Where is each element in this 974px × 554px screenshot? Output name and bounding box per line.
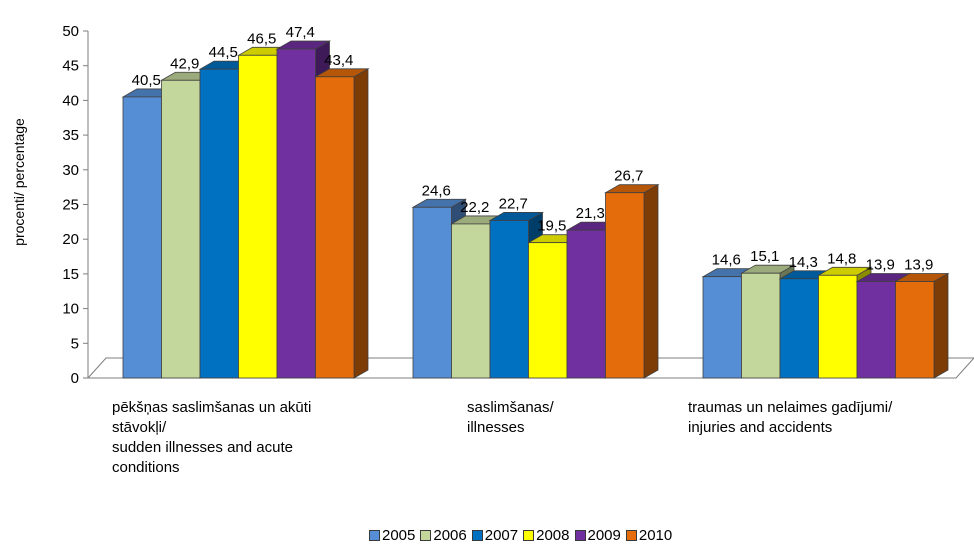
data-label: 19,5 — [537, 218, 566, 235]
y-tick-label: 50 — [62, 23, 79, 40]
data-label: 26,7 — [614, 168, 643, 185]
y-tick-label: 25 — [62, 197, 79, 214]
y-tick-label: 30 — [62, 162, 79, 179]
bar — [818, 274, 858, 379]
legend-item-2010: 2010 — [625, 527, 673, 544]
data-label: 43,4 — [324, 52, 353, 69]
bar — [702, 276, 742, 379]
category-label-injuries: traumas un nelaimes gadījumi/ injuries a… — [688, 399, 893, 436]
legend-swatch — [369, 530, 380, 541]
y-tick-label: 40 — [62, 92, 79, 109]
data-label: 14,8 — [827, 250, 856, 267]
y-axis-label: procenti/ percentage — [11, 118, 27, 246]
bar — [779, 278, 819, 379]
bar-chart: 0 5 10 15 20 25 30 35 40 45 50 40,5 42,9 44,5 46,5 47,… — [11, 23, 974, 387]
bar-side — [933, 272, 949, 379]
legend-swatch — [574, 530, 586, 541]
data-label: 13,9 — [866, 257, 895, 274]
category-label-sudden: pēkšņas saslimšanas un akūti stāvokļi/ s… — [112, 399, 312, 476]
legend-label: 2008 — [536, 527, 570, 544]
data-label: 42,9 — [170, 55, 199, 72]
legend-label: 2010 — [638, 527, 673, 544]
data-label: 14,3 — [789, 254, 818, 271]
data-label: 22,2 — [460, 199, 489, 216]
y-tick-label: 45 — [62, 58, 79, 75]
legend-label: 2007 — [484, 527, 519, 544]
legend-label: 2009 — [587, 527, 621, 544]
bar — [895, 281, 935, 379]
legend-swatch — [523, 530, 535, 541]
bar — [199, 68, 239, 379]
data-labels: 40,5 42,9 44,5 46,5 47,4 43,4 24,6 22,2 22,7 19,5… — [132, 24, 934, 273]
data-label: 21,3 — [576, 205, 605, 222]
data-label: 22,7 — [499, 195, 528, 212]
data-label: 13,9 — [904, 257, 933, 274]
legend-swatch — [420, 530, 432, 541]
data-label: 40,5 — [132, 72, 161, 89]
legend-item-2008: 2008 — [523, 527, 570, 544]
bar-side — [643, 184, 659, 379]
bar — [566, 229, 606, 379]
bar — [528, 242, 568, 379]
bar — [315, 76, 355, 379]
bar — [856, 281, 896, 379]
y-tick-label: 5 — [71, 335, 79, 352]
y-axis: 0 5 10 15 20 25 30 35 40 45 50 — [62, 23, 956, 387]
bar — [489, 220, 529, 379]
bar — [238, 54, 278, 379]
bar — [605, 192, 645, 379]
data-label: 47,4 — [286, 24, 315, 41]
data-label: 46,5 — [247, 30, 276, 47]
bar — [122, 96, 162, 379]
bar — [161, 79, 201, 379]
y-tick-label: 0 — [71, 370, 79, 387]
legend-item-2006: 2006 — [420, 527, 467, 544]
bar-side — [353, 68, 369, 379]
data-label: 14,6 — [712, 252, 741, 269]
y-tick-label: 20 — [62, 231, 79, 248]
legend-swatch — [625, 530, 637, 541]
bar — [276, 48, 316, 379]
legend-swatch — [471, 530, 483, 541]
bar — [451, 223, 491, 379]
bar — [412, 206, 452, 379]
bar — [741, 272, 781, 379]
legend: 2005 2006 2007 2008 2009 2010 — [369, 527, 677, 544]
category-label-illnesses: saslimšanas/ illnesses — [467, 399, 554, 436]
data-label: 44,5 — [209, 44, 238, 61]
bars — [121, 40, 950, 379]
y-tick-label: 35 — [62, 127, 79, 144]
legend-item-2005: 2005 — [369, 527, 415, 544]
legend-item-2009: 2009 — [574, 527, 621, 544]
legend-label: 2005 — [382, 527, 416, 544]
legend-label: 2006 — [433, 527, 467, 544]
data-label: 24,6 — [422, 182, 451, 199]
y-tick-label: 15 — [62, 266, 79, 283]
legend-item-2007: 2007 — [471, 527, 519, 544]
y-tick-label: 10 — [62, 301, 79, 318]
data-label: 15,1 — [750, 248, 779, 265]
